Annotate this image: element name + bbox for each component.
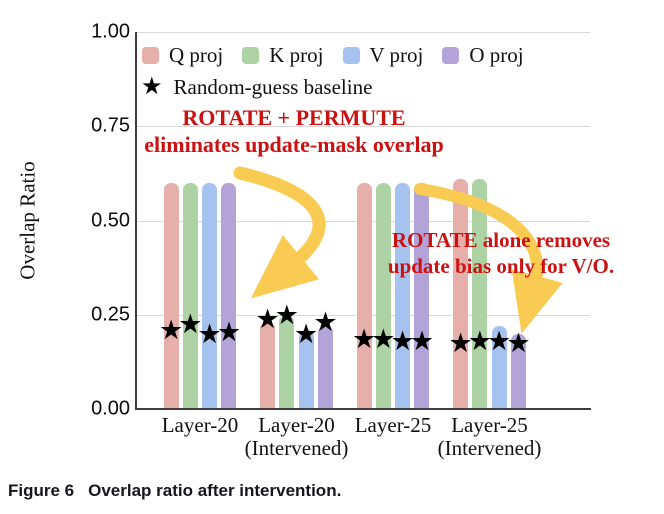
bar-o-proj-group3 xyxy=(414,182,430,409)
legend-item-k-proj: K proj xyxy=(242,43,324,68)
x-axis-line xyxy=(135,408,591,410)
annotation-line: update bias only for V/O. xyxy=(387,254,615,278)
bar-q-proj-group3 xyxy=(356,182,372,409)
bar-k-proj-group2 xyxy=(279,314,295,409)
bar-o-proj-group4 xyxy=(510,333,526,409)
y-tick-label: 0.50 xyxy=(91,209,130,231)
legend-swatch-icon xyxy=(242,47,260,64)
y-tick-label: 1.00 xyxy=(91,20,130,43)
annotation-line: eliminates update-mask overlap xyxy=(144,132,444,157)
annotation-line: ROTATE + PERMUTE xyxy=(182,105,406,130)
legend-baseline-label: Random-guess baseline xyxy=(173,74,373,99)
bar-o-proj-group2 xyxy=(317,326,333,409)
legend-item-label: K proj xyxy=(269,43,324,67)
y-tick-label: 0.00 xyxy=(91,397,130,420)
x-category-line2: (Intervened) xyxy=(437,436,542,460)
bar-q-proj-group1 xyxy=(163,182,179,409)
bar-v-proj-group3 xyxy=(395,182,411,409)
x-category-line1: Layer-20 xyxy=(258,413,335,437)
bar-q-proj-group4 xyxy=(453,179,469,409)
figure-caption: Figure 6 Overlap ratio after interventio… xyxy=(8,481,341,501)
legend-item-label: O proj xyxy=(469,43,524,67)
y-tick-label: 0.75 xyxy=(91,114,130,137)
legend-item-label: Q proj xyxy=(169,43,224,67)
legend-baseline-entry: ★ Random-guess baseline xyxy=(141,74,372,100)
bar-o-proj-group1 xyxy=(221,182,237,409)
figure-caption-label: Figure 6 xyxy=(8,481,75,500)
gridline xyxy=(137,32,590,33)
bar-v-proj-group4 xyxy=(491,326,507,409)
figure-caption-text: Overlap ratio after intervention. xyxy=(88,481,342,500)
x-category-label: Layer-25 (Intervened) xyxy=(410,414,570,460)
y-axis-title: Overlap Ratio xyxy=(15,161,40,280)
bar-v-proj-group1 xyxy=(202,182,218,409)
annotation-rotate-alone: ROTATE alone removes update bias only fo… xyxy=(366,227,636,279)
legend-swatch-icon xyxy=(342,47,360,64)
x-category-line1: Layer-20 xyxy=(161,413,239,437)
bar-q-proj-group2 xyxy=(260,322,276,409)
legend-item-q-proj: Q proj xyxy=(142,43,223,68)
annotation-line: ROTATE alone removes xyxy=(391,228,611,252)
bar-k-proj-group3 xyxy=(375,182,391,409)
legend: Q proj K proj V proj O proj xyxy=(142,43,524,68)
x-category-label: Layer-25 xyxy=(313,414,473,437)
x-category-line1: Layer-25 xyxy=(354,413,432,437)
annotation-rotate-permute: ROTATE + PERMUTE eliminates update-mask … xyxy=(118,104,470,158)
legend-item-v-proj: V proj xyxy=(342,43,424,68)
legend-item-label: V proj xyxy=(369,43,424,67)
x-category-line1: Layer-25 xyxy=(451,413,528,437)
bar-v-proj-group2 xyxy=(298,329,314,409)
y-axis-line xyxy=(135,32,137,410)
legend-item-o-proj: O proj xyxy=(442,43,524,68)
bar-k-proj-group4 xyxy=(472,179,488,409)
x-category-label: Layer-20 (Intervened) xyxy=(217,414,377,460)
legend-swatch-icon xyxy=(442,47,460,64)
gridline xyxy=(137,126,590,128)
x-category-label: Layer-20 xyxy=(120,414,280,437)
legend-swatch-icon xyxy=(142,47,159,64)
x-category-line2: (Intervened) xyxy=(244,436,349,460)
star-icon: ★ xyxy=(141,74,163,100)
bar-k-proj-group1 xyxy=(182,182,198,409)
y-tick-label: 0.25 xyxy=(91,303,130,326)
